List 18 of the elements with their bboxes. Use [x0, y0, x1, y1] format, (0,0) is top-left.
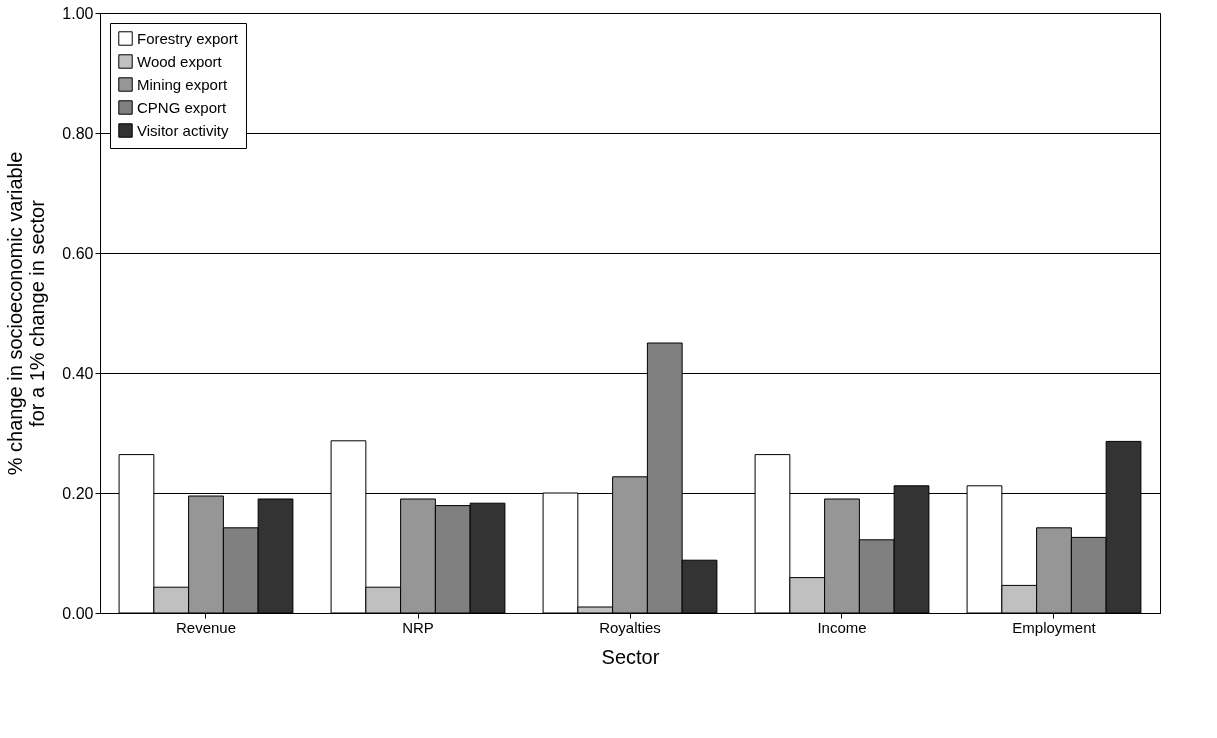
- legend-label: CPNG export: [137, 98, 228, 116]
- legend-label: Mining export: [137, 75, 228, 93]
- y-tick-label: 0.40: [62, 364, 94, 382]
- x-tick-label: Income: [817, 618, 867, 636]
- y-tick-label: 0.60: [62, 244, 94, 262]
- legend-label: Forestry export: [137, 29, 239, 47]
- y-axis-title: % change in socioeconomic variable for a 1% change in sector: [4, 151, 49, 476]
- x-tick-label: Employment: [1012, 618, 1097, 636]
- legend-label: Wood export: [137, 52, 223, 70]
- x-axis-title: Sector: [601, 645, 660, 668]
- y-tick-label: 1.00: [62, 4, 94, 22]
- y-tick-label: 0.80: [62, 124, 94, 142]
- x-tick-label: Revenue: [175, 618, 237, 636]
- y-tick-label: 0.20: [62, 484, 94, 502]
- legend-label: Visitor activity: [137, 121, 229, 139]
- x-tick-label: NRP: [402, 618, 434, 636]
- x-tick-label: Royalties: [599, 618, 661, 636]
- y-tick-label: 0.00: [62, 604, 94, 622]
